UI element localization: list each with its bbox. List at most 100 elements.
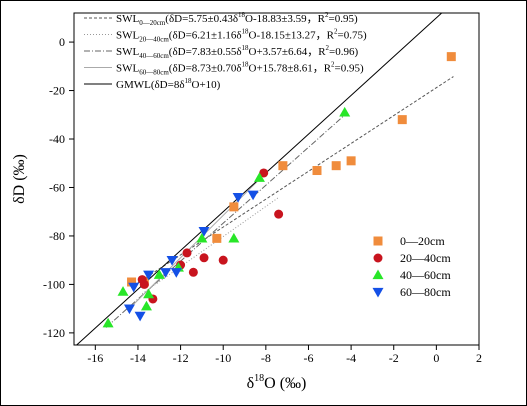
regression-legend-part-sub: 40—60cm: [139, 52, 169, 60]
regression-legend-part-sup: 18: [185, 77, 193, 85]
point-series-1: [259, 168, 269, 178]
regression-legend-part-sup: 18: [242, 61, 250, 69]
x-tick-label: -14: [130, 351, 146, 365]
series-legend-marker: [372, 287, 384, 298]
regression-legend-part-pre: SWL: [116, 63, 140, 75]
y-tick-label: -40: [49, 132, 65, 146]
point-series-3: [170, 268, 182, 278]
point-series-2: [143, 288, 155, 299]
y-tick-label: -80: [49, 229, 65, 243]
point-series-2: [228, 232, 240, 243]
regression-legend-part-pre: SWL: [116, 30, 140, 42]
point-series-1: [274, 209, 284, 219]
x-tick-label: -4: [346, 351, 356, 365]
regression-legend-label: GMWL(δD=8δ18O+10): [116, 77, 221, 91]
regression-legend-label: SWL20—40cm(δD=6.21±1.16δ18O-18.15±13.27，…: [116, 28, 367, 44]
regression-legend-part-sup: 18: [242, 28, 250, 36]
point-series-0: [331, 161, 341, 171]
regression-legend-part-a: (δD=7.83±0.55δ: [169, 46, 242, 58]
regression-legend-part-sup2: 2: [334, 28, 338, 36]
regression-legend-part-pre: GMWL: [116, 79, 151, 91]
series-legend-label: 40—60cm: [400, 268, 451, 282]
series-legend-label: 20—40cm: [400, 251, 451, 265]
point-series-3: [128, 282, 140, 293]
point-series-0: [312, 166, 322, 176]
plot-area: [73, 12, 480, 346]
regression-legend-part-a: (δD=8.73±0.70δ: [169, 63, 242, 75]
x-tick-label: -12: [173, 351, 189, 365]
series-legend-marker: [373, 253, 383, 263]
regression-legend-part-b: O+10): [192, 79, 221, 91]
regression-legend-part-sub: 20—40cm: [139, 36, 169, 44]
point-series-3: [160, 268, 172, 278]
x-axis-label-delta: δ: [247, 375, 255, 392]
x-tick-label: -10: [215, 351, 231, 365]
series-legend-marker: [373, 236, 383, 246]
y-tick-label: -120: [43, 326, 65, 340]
x-axis-label: δ18O (‰): [247, 373, 307, 392]
point-series-0: [127, 277, 137, 287]
point-series-0: [446, 52, 456, 62]
regression-legend-part-c: =0.95): [329, 13, 358, 25]
point-series-2: [253, 172, 265, 182]
point-series-3: [134, 311, 146, 322]
regression-legend-part-sup2: 2: [326, 44, 330, 52]
point-series-3: [247, 190, 259, 201]
series-legend-label: 60—80cm: [400, 285, 451, 299]
point-series-2: [140, 300, 152, 311]
point-series-2: [339, 106, 351, 117]
point-series-0: [346, 156, 356, 166]
series-legend: 0—20cm 20—40cm 40—60cm 60—80cm: [372, 234, 451, 299]
series-legend-label: 0—20cm: [400, 234, 445, 248]
point-series-2: [153, 269, 165, 279]
swl-20-40-line: [141, 197, 279, 295]
point-series-3: [198, 226, 210, 237]
axis-ticks: -16 -14 -12 -10 -8 -6 -4 -2 0 20-20-40-60-80-100-…: [43, 35, 482, 365]
regression-legend-label: SWL0—20cm(δD=5.75±0.43δ18O-18.83±3.59，R2…: [116, 11, 358, 27]
regression-legend-part-pre: SWL: [116, 13, 140, 25]
regression-legend-part-b: O+3.57±6.64，R: [249, 46, 327, 58]
regression-legend: SWL0—20cm(δD=5.75±0.43δ18O-18.83±3.59，R2…: [84, 11, 367, 91]
regression-legend-part-sup2: 2: [325, 11, 329, 19]
x-tick-label: -6: [303, 351, 313, 365]
point-series-1: [188, 267, 198, 277]
point-series-2: [117, 286, 129, 296]
point-series-0: [212, 233, 222, 243]
regression-legend-part-sub: 0—20cm: [139, 19, 166, 27]
point-series-0: [229, 202, 239, 212]
point-series-3: [232, 193, 244, 203]
point-series-1: [199, 253, 209, 263]
point-series-3: [123, 304, 135, 315]
regression-legend-part-c: =0.95): [335, 63, 364, 75]
point-series-2: [196, 232, 208, 243]
regression-legend-part-b: O+15.78±8.61，R: [249, 63, 332, 75]
point-series-1: [182, 248, 192, 258]
point-series-2: [102, 317, 114, 328]
x-axis-label-rest: O (‰): [264, 375, 306, 392]
regression-legend-part-c: =0.75): [338, 30, 367, 42]
point-series-1: [218, 255, 228, 265]
y-axis-label: δD (‰): [11, 154, 28, 204]
regression-legend-label: SWL40—60cm(δD=7.83±0.55δ18O+3.57±6.64，R2…: [116, 44, 359, 60]
point-series-3: [166, 256, 178, 266]
x-tick-label: 2: [476, 351, 482, 365]
regression-legend-part-sup2: 2: [331, 61, 335, 69]
regression-legend-part-a: (δD=5.75±0.43δ: [165, 13, 238, 25]
y-tick-label: -20: [49, 84, 65, 98]
data-points: [102, 52, 456, 328]
y-tick-label: -100: [43, 277, 65, 291]
swl-0-20-line: [133, 76, 454, 286]
regression-legend-part-c: =0.96): [329, 46, 358, 58]
series-legend-marker: [372, 269, 384, 280]
x-tick-label: -16: [87, 351, 103, 365]
point-series-3: [143, 270, 155, 281]
regression-legend-part-a: (δD=8δ: [151, 79, 185, 91]
regression-legend-part-pre: SWL: [116, 46, 140, 58]
x-tick-label: 0: [433, 351, 439, 365]
point-series-0: [397, 115, 407, 125]
regression-legend-part-a: (δD=6.21±1.16δ: [169, 30, 242, 42]
regression-legend-label: SWL60—80cm(δD=8.73±0.70δ18O+15.78±8.61，R…: [116, 61, 364, 77]
regression-legend-part-sup: 18: [238, 11, 246, 19]
x-tick-label: -8: [261, 351, 271, 365]
